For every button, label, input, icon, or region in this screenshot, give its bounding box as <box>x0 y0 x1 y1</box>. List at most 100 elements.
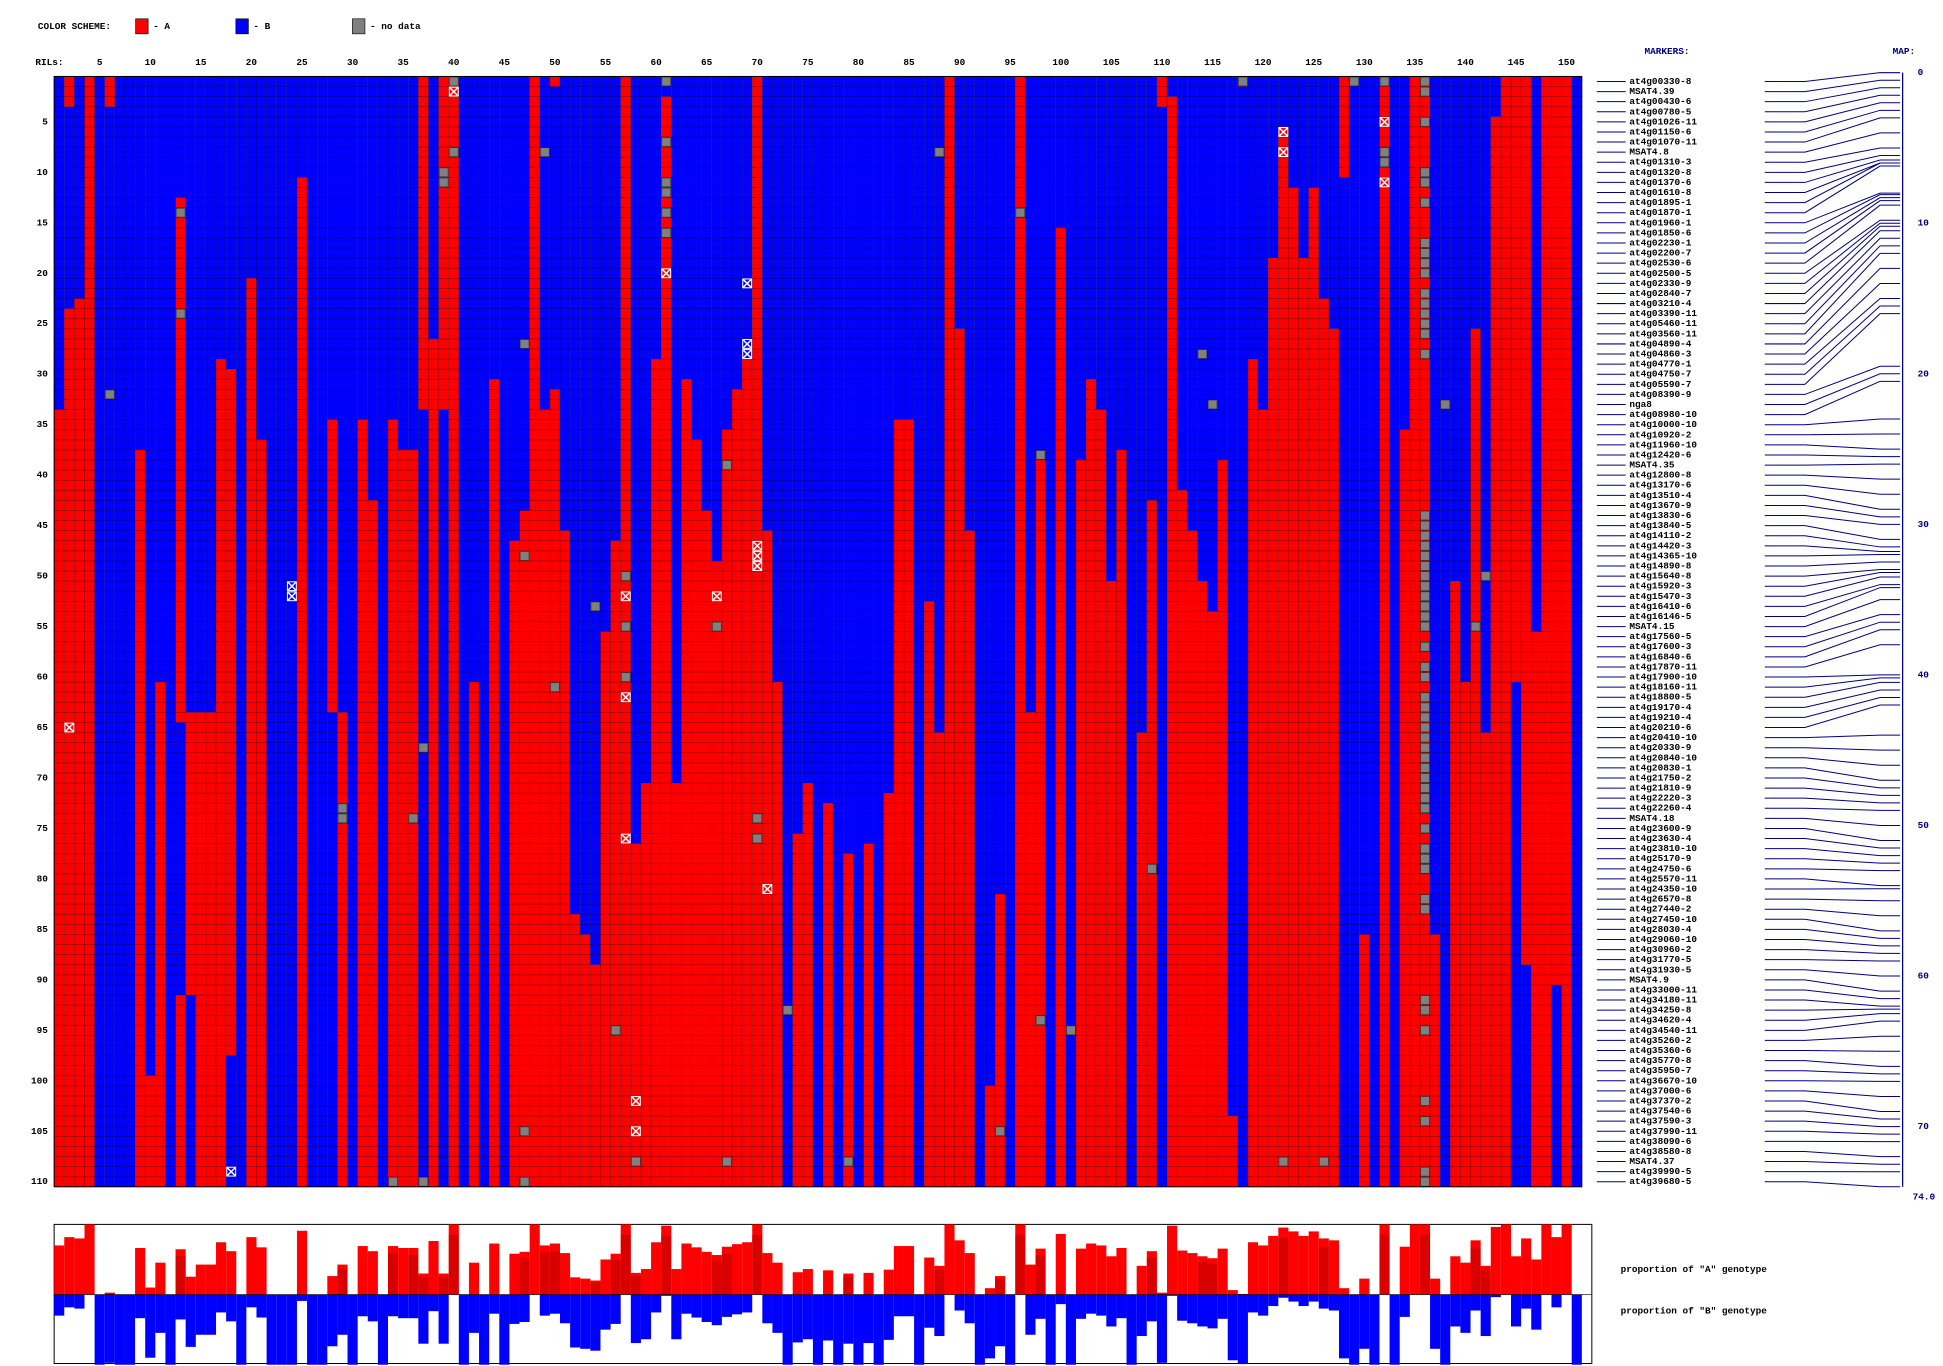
flag-box <box>742 339 753 349</box>
marker-label: MSAT4.37 <box>1629 1156 1674 1167</box>
marker-label: at4g34180-11 <box>1629 995 1697 1006</box>
genotype-run <box>1187 530 1198 1187</box>
marker-label: at4g28030-4 <box>1629 924 1691 935</box>
genotype-run <box>651 359 662 1187</box>
marker-map-link <box>1764 237 1901 315</box>
proportion-b-bar <box>236 1294 247 1365</box>
genotype-run <box>1258 409 1269 1187</box>
marker-map-link <box>1764 614 1901 638</box>
flag-cross <box>64 723 74 732</box>
row-tick-label: 90 <box>37 974 49 985</box>
proportion-b-bar <box>1450 1294 1461 1327</box>
proportion-b-bar <box>1005 1294 1016 1365</box>
row-tick-label: 40 <box>37 470 49 481</box>
marker-map-link <box>1764 644 1901 668</box>
proportion-b-bar <box>286 1294 297 1365</box>
marker-map-link <box>1764 313 1901 385</box>
marker-map-link <box>1764 72 1901 82</box>
missing-cell <box>631 1156 641 1167</box>
genotype-run <box>1167 76 1178 97</box>
genotype-run <box>529 76 540 1187</box>
marker-map-link <box>1764 433 1901 436</box>
row-tick-label: 55 <box>37 621 49 632</box>
proportion-b-bar <box>216 1294 227 1313</box>
missing-cell <box>519 1126 530 1137</box>
genotype-run <box>661 76 672 97</box>
marker-map-link <box>1764 87 1901 103</box>
proportion-b-bar <box>691 1294 702 1318</box>
marker-label: at4g22260-4 <box>1629 803 1691 814</box>
proportion-b-bar <box>1177 1294 1188 1321</box>
proportion-b-bar <box>570 1294 581 1348</box>
marker-label: at4g05460-11 <box>1629 318 1697 329</box>
proportion-b-bar <box>1197 1294 1208 1327</box>
missing-cell <box>1440 399 1450 410</box>
genotype-run <box>1075 76 1087 461</box>
missing-cell <box>1420 742 1430 753</box>
flagged-cell <box>1278 127 1289 137</box>
flag-box <box>630 1096 641 1106</box>
marker-map-link <box>1764 219 1901 274</box>
proportion-b-bar <box>64 1294 75 1308</box>
marker-map-link <box>1764 454 1901 458</box>
genotype-run <box>701 510 712 1187</box>
genotype-run <box>1379 76 1390 1187</box>
genotype-run <box>883 76 894 794</box>
proportion-b-bar <box>499 1294 510 1365</box>
marker-map-link <box>1764 515 1901 525</box>
proportion-b-bar <box>296 1294 308 1301</box>
genotype-run <box>185 712 196 996</box>
marker-label: at4g03560-11 <box>1629 328 1697 339</box>
flag-cross <box>1279 147 1288 157</box>
proportion-a-bar <box>954 1240 965 1295</box>
row-tick-label: 70 <box>37 772 49 783</box>
proportion-b-bar <box>812 1294 824 1365</box>
genotype-run <box>924 76 935 602</box>
proportion-a-shade <box>549 1251 560 1295</box>
flag-box <box>620 833 631 844</box>
genotype-run <box>539 76 550 410</box>
genotype-run <box>1156 106 1168 1187</box>
grid-frame <box>53 75 1583 1188</box>
column-tick-label: 65 <box>701 57 713 68</box>
genotype-run <box>742 359 753 1187</box>
genotype-run <box>843 853 854 1187</box>
flag-cross <box>1279 127 1288 137</box>
flag-cross <box>763 884 772 894</box>
missing-cell <box>1420 611 1430 622</box>
marker-map-link <box>1764 192 1901 224</box>
genotype-run <box>1136 76 1147 733</box>
marker-map-link <box>1764 787 1901 796</box>
proportion-b-bar <box>610 1294 621 1324</box>
genotype-run <box>1146 500 1157 1187</box>
flag-cross <box>742 339 752 349</box>
missing-cell <box>621 571 631 581</box>
marker-label: at4g01320-8 <box>1629 167 1691 178</box>
missing-cell <box>934 147 945 157</box>
column-tick-label: 70 <box>752 57 764 68</box>
flag-box <box>752 561 763 571</box>
proportion-b-bar <box>1490 1294 1501 1298</box>
proportion-b-bar <box>428 1294 439 1312</box>
genotype-run <box>903 419 915 1187</box>
marker-map-link <box>1764 1050 1901 1052</box>
proportion-a-bar <box>742 1242 753 1295</box>
flag-cross <box>712 591 722 601</box>
genotype-run <box>104 76 115 107</box>
proportion-a-bar <box>1399 1246 1410 1295</box>
proportion-a-bar <box>1288 1231 1299 1295</box>
proportion-a-shade <box>630 1276 641 1295</box>
genotype-run <box>610 540 621 1187</box>
flagged-cell <box>630 1126 641 1137</box>
genotype-run <box>367 500 378 1187</box>
proportion-a-bar <box>1268 1235 1279 1295</box>
proportion-b-bar <box>640 1294 652 1340</box>
marker-map-link <box>1764 949 1901 954</box>
genotype-run <box>721 429 732 1187</box>
missing-cell <box>1035 450 1046 460</box>
marker-map-link <box>1764 1008 1901 1011</box>
proportion-a-bar <box>691 1247 702 1295</box>
proportion-a-bar <box>428 1240 439 1295</box>
genotype-run <box>1207 76 1218 612</box>
marker-label: at4g04770-1 <box>1629 359 1691 370</box>
